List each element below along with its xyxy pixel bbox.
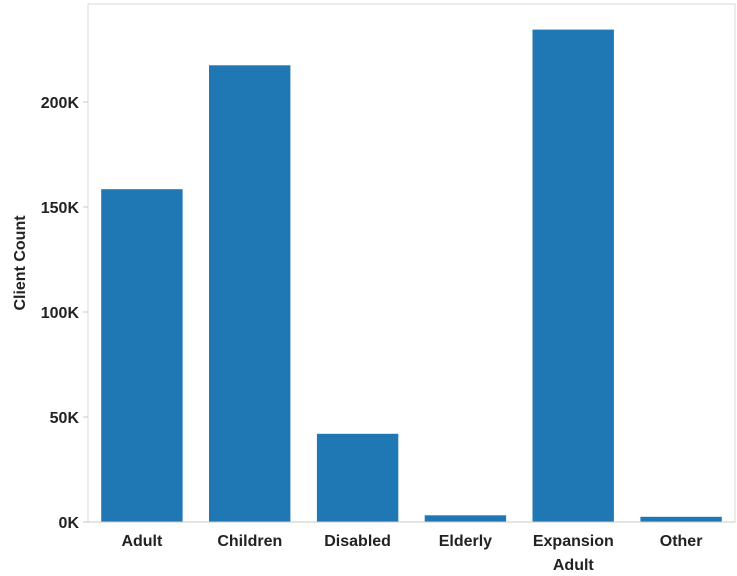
x-tick-label: Children xyxy=(217,533,282,550)
y-tick-label: 150K xyxy=(41,200,80,217)
y-axis-ticks: 0K 50K 100K 150K 200K xyxy=(41,95,88,532)
x-tick-label: Other xyxy=(660,533,703,550)
x-tick-label: Adult xyxy=(121,533,163,550)
x-tick-label: Expansion xyxy=(533,533,614,550)
x-tick-label: Disabled xyxy=(324,533,391,550)
y-tick-label: 50K xyxy=(50,410,80,427)
bar-children xyxy=(209,65,291,523)
plot-area-frame xyxy=(87,3,736,523)
bars-layer xyxy=(101,29,722,523)
y-axis-title: Client Count xyxy=(12,215,29,311)
bar-adult xyxy=(101,189,183,522)
x-axis-labels: Adult Children Disabled Elderly Expansion Adu… xyxy=(121,533,702,574)
y-tick-label: 0K xyxy=(59,515,80,532)
y-tick-label: 200K xyxy=(41,95,80,112)
bar-other xyxy=(640,516,722,523)
x-tick-label: Elderly xyxy=(439,533,492,550)
y-tick-label: 100K xyxy=(41,305,80,322)
x-tick-label: Adult xyxy=(553,557,595,574)
bar-elderly xyxy=(424,515,507,522)
bar-expansion-adult xyxy=(532,29,614,522)
bar-disabled xyxy=(316,433,399,522)
